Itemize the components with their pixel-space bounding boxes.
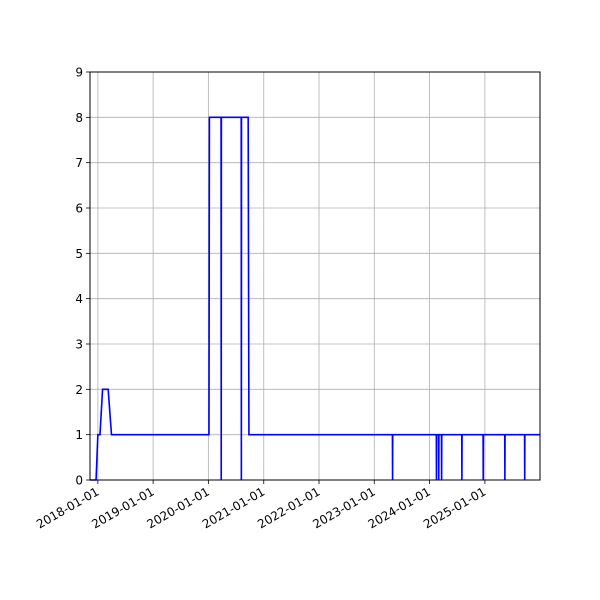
series-line [90, 116, 540, 481]
plot-frame [89, 71, 541, 481]
y-tick-label: 2 [75, 383, 83, 397]
y-tick-label: 0 [75, 474, 83, 488]
y-tick-label: 7 [75, 156, 83, 170]
y-tick-label: 6 [75, 202, 83, 216]
y-tick-label: 1 [75, 428, 83, 442]
y-tick-label: 8 [75, 111, 83, 125]
y-axis: 0 1 2 3 4 5 6 7 8 9 [75, 66, 90, 488]
series-layer [90, 116, 540, 481]
y-tick-label: 3 [75, 338, 83, 352]
y-tick-label: 5 [75, 247, 83, 261]
y-tick-label: 4 [75, 292, 83, 306]
y-tick-label: 9 [75, 66, 83, 80]
